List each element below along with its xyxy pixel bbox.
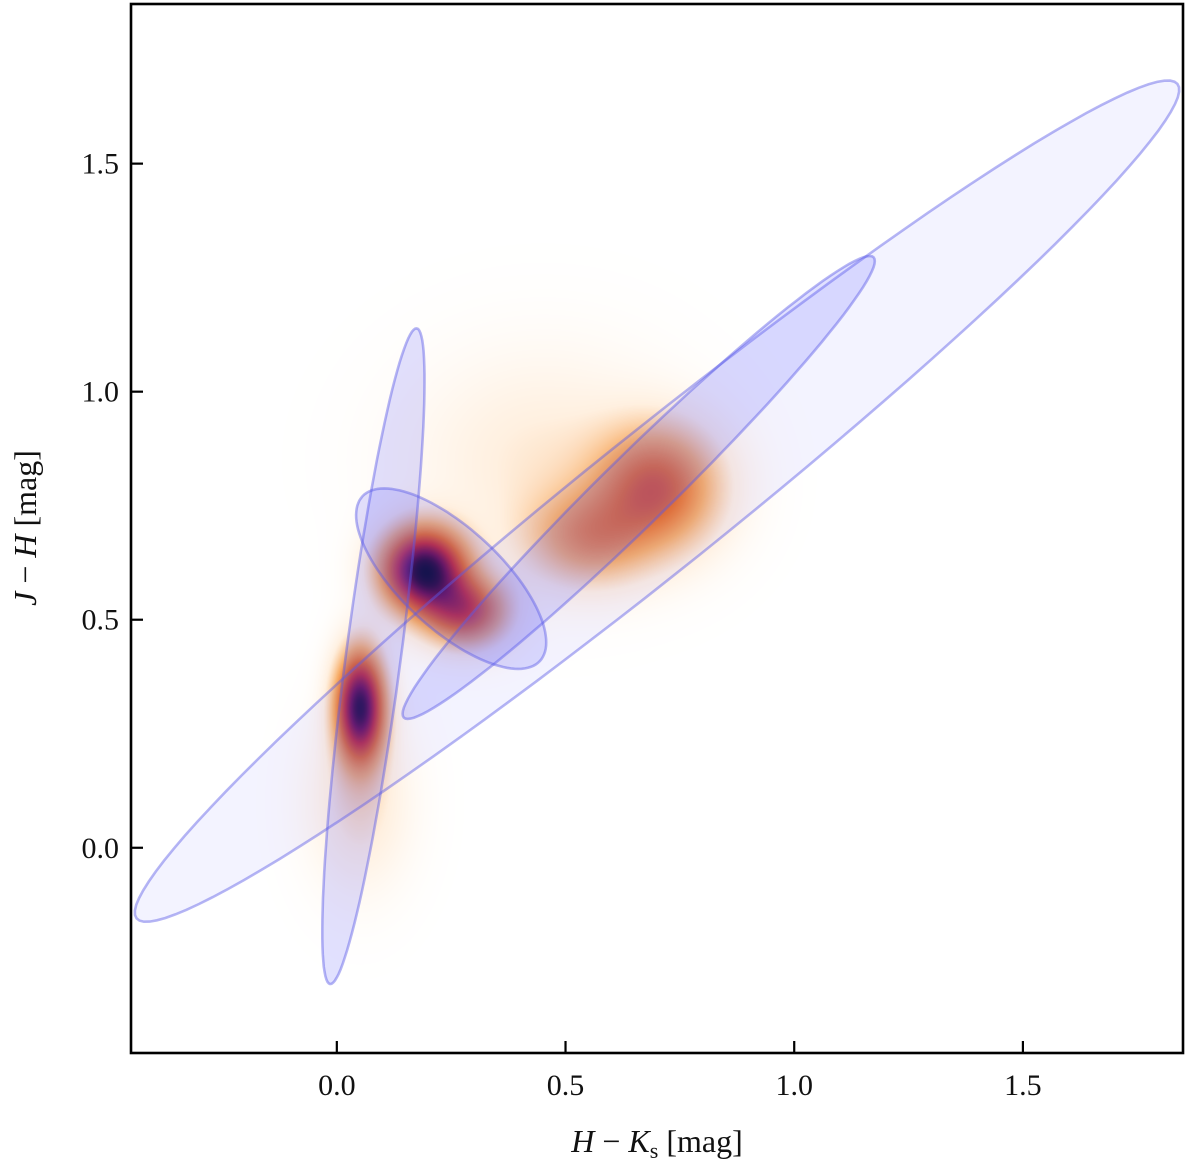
y-axis: 0.0 0.5 1.0 1.5 [82,148,143,865]
ellipses-layer [133,79,1181,986]
ellipse-giant-branch [401,254,877,721]
x-tick-label: 0.5 [547,1069,585,1102]
y-tick-label: 1.5 [82,148,120,181]
y-tick-label: 0.5 [82,604,120,637]
ellipse-dwarf-branch [321,327,426,986]
plot-frame [129,2,1185,1055]
x-tick-label: 1.5 [1004,1069,1042,1102]
ellipse-core [354,487,548,671]
x-axis: 0.0 0.5 1.0 1.5 [318,1041,1042,1102]
x-tick-label: 1.0 [775,1069,813,1102]
x-axis-label: H − Ks [mag] [570,1123,742,1163]
y-tick-label: 1.0 [82,376,120,409]
x-tick-label: 0.0 [318,1069,356,1102]
plot-area [131,4,1183,1053]
density-heatmap [131,4,1183,1053]
ellipse-broad [133,79,1181,924]
y-axis-label: J − H [mag] [7,450,43,606]
y-tick-label: 0.0 [82,832,120,865]
